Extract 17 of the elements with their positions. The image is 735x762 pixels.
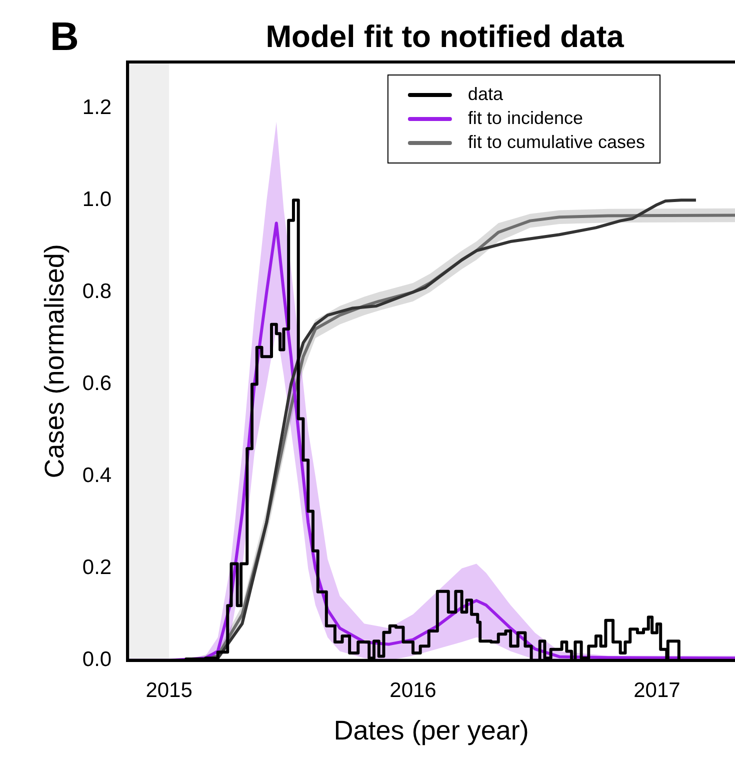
x-tick-label: 2016 [390, 678, 436, 702]
y-tick-label: 0.2 [82, 556, 112, 580]
legend-label: fit to cumulative cases [468, 132, 646, 152]
legend-label: fit to incidence [468, 108, 584, 128]
text: B [50, 15, 79, 59]
y-axis-title: Cases (normalised) [40, 244, 70, 478]
y-tick-label: 0.6 [82, 372, 112, 396]
x-tick-label: 2017 [634, 678, 680, 702]
y-tick-label: 0.4 [82, 464, 112, 488]
x-tick-label: 2015 [146, 678, 192, 702]
y-tick-label: 0.0 [82, 648, 112, 672]
y-tick-label: 1.0 [82, 188, 112, 211]
y-tick-label: 0.8 [82, 280, 112, 303]
chart-title: Model fit to notified data [266, 19, 625, 54]
y-tick-label: 1.2 [82, 96, 112, 119]
x-axis-title: Dates (per year) [334, 715, 529, 746]
legend-label: data [468, 84, 504, 104]
